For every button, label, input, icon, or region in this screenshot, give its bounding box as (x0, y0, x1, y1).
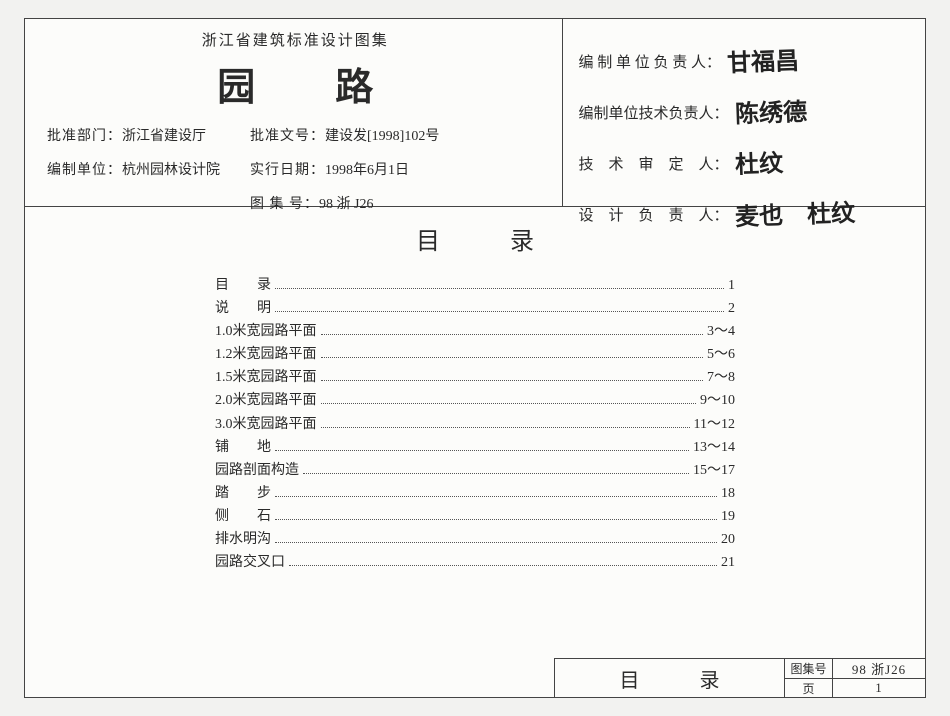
toc-row: 1.2米宽园路平面 5～6 (215, 343, 735, 366)
toc-leader-dots (275, 510, 717, 520)
toc-row: 3.0米宽园路平面 11～12 (215, 413, 735, 436)
main-title: 园路 (47, 56, 544, 111)
signature: 甘福昌 (726, 41, 799, 78)
toc-item-page: 13～14 (693, 436, 735, 459)
toc-item-name: 1.0米宽园路平面 (215, 320, 317, 343)
toc-item-page: 19 (721, 505, 735, 528)
toc-row: 园路交叉口 21 (215, 551, 735, 574)
footer-strip: 目录 图集号 98 浙J26 页 1 (554, 658, 926, 698)
meta-col-right: 批准文号：建设发[1998]102号 实行日期：1998年6月1日 图 集 号：… (250, 125, 439, 213)
toc-row: 2.0米宽园路平面 9～10 (215, 389, 735, 412)
toc-list: 目 录1说 明21.0米宽园路平面3～41.2米宽园路平面5～61.5米宽园路平… (215, 274, 735, 574)
footer-page-row: 页 1 (785, 678, 925, 697)
title-block-left: 浙江省建筑标准设计图集 园路 批准部门：浙江省建设厅 编制单位：杭州园林设计院 … (25, 19, 563, 206)
drawing-sheet: 浙江省建筑标准设计图集 园路 批准部门：浙江省建设厅 编制单位：杭州园林设计院 … (24, 18, 926, 698)
toc-leader-dots (321, 418, 690, 428)
toc-leader-dots (275, 533, 717, 543)
toc-row: 侧 石 19 (215, 505, 735, 528)
toc-item-page: 1 (728, 274, 735, 297)
meta-label: 批准文号： (250, 129, 325, 144)
toc-item-page: 2 (728, 297, 735, 320)
toc-leader-dots (275, 302, 724, 312)
toc-item-name: 2.0米宽园路平面 (215, 389, 317, 412)
toc-row: 1.5米宽园路平面 7～8 (215, 366, 735, 389)
toc-leader-dots (275, 441, 689, 451)
header-row: 浙江省建筑标准设计图集 园路 批准部门：浙江省建设厅 编制单位：杭州园林设计院 … (25, 19, 925, 207)
sign-label: 技 术 审 定 人： (579, 153, 729, 174)
meta-label: 实行日期： (250, 163, 325, 178)
toc-leader-dots (321, 372, 704, 382)
meta-value: 1998年6月1日 (325, 163, 409, 178)
toc-item-page: 5～6 (707, 343, 735, 366)
toc-leader-dots (321, 348, 704, 358)
toc-item-page: 9～10 (700, 389, 735, 412)
footer-title: 目录 (555, 659, 785, 697)
sign-row-unit-head: 编 制 单 位 负 责 人： 甘福昌 (579, 39, 919, 74)
meta-grid: 批准部门：浙江省建设厅 编制单位：杭州园林设计院 批准文号：建设发[1998]1… (47, 125, 544, 213)
toc-item-name: 3.0米宽园路平面 (215, 413, 317, 436)
toc-item-name: 1.5米宽园路平面 (215, 366, 317, 389)
toc-leader-dots (275, 487, 717, 497)
toc-item-page: 15～17 (693, 459, 735, 482)
toc-item-name: 园路交叉口 (215, 551, 285, 574)
meta-effective: 实行日期：1998年6月1日 (250, 159, 439, 179)
toc-item-name: 说 明 (215, 297, 271, 320)
toc-row: 排水明沟 20 (215, 528, 735, 551)
toc-row: 目 录 1 (215, 274, 735, 297)
footer-atlas-row: 图集号 98 浙J26 (785, 659, 925, 678)
meta-value: 杭州园林设计院 (122, 163, 220, 178)
meta-label: 编制单位： (47, 163, 122, 178)
toc-heading: 目录 (95, 221, 855, 256)
meta-value: 建设发[1998]102号 (325, 129, 439, 144)
toc-leader-dots (321, 325, 704, 335)
sign-row-reviewer: 技 术 审 定 人： 杜纹 (579, 141, 919, 176)
footer-page-label: 页 (785, 679, 833, 697)
sign-label: 编制单位技术负责人： (579, 102, 729, 123)
collection-title: 浙江省建筑标准设计图集 (47, 29, 544, 50)
footer-atlas-label: 图集号 (785, 659, 833, 678)
meta-value: 浙江省建设厅 (122, 129, 206, 144)
signature: 杜纹 (734, 143, 783, 180)
toc-item-page: 7～8 (707, 366, 735, 389)
toc-row: 踏 步 18 (215, 482, 735, 505)
title-block-right: 编 制 单 位 负 责 人： 甘福昌 编制单位技术负责人： 陈绣德 技 术 审 … (563, 19, 925, 206)
meta-approval-dept: 批准部门：浙江省建设厅 (47, 125, 220, 145)
toc-item-name: 踏 步 (215, 482, 271, 505)
footer-atlas-value: 98 浙J26 (833, 659, 925, 678)
meta-compiler: 编制单位：杭州园林设计院 (47, 159, 220, 179)
toc-item-name: 1.2米宽园路平面 (215, 343, 317, 366)
footer-stack: 图集号 98 浙J26 页 1 (785, 659, 925, 697)
sign-label: 编 制 单 位 负 责 人： (579, 51, 722, 72)
toc-leader-dots (289, 556, 717, 566)
footer-page-value: 1 (833, 679, 925, 697)
meta-label: 批准部门： (47, 129, 122, 144)
toc-leader-dots (275, 279, 724, 289)
toc-item-name: 目 录 (215, 274, 271, 297)
toc-leader-dots (321, 395, 697, 405)
toc-item-name: 铺 地 (215, 436, 271, 459)
body-area: 目录 目 录1说 明21.0米宽园路平面3～41.2米宽园路平面5～61.5米宽… (25, 207, 925, 697)
toc-row: 园路剖面构造 15～17 (215, 459, 735, 482)
toc-item-page: 18 (721, 482, 735, 505)
toc-item-page: 20 (721, 528, 735, 551)
signature: 陈绣德 (734, 92, 807, 129)
toc-row: 1.0米宽园路平面 3～4 (215, 320, 735, 343)
toc-item-name: 排水明沟 (215, 528, 271, 551)
toc-leader-dots (303, 464, 689, 474)
toc-item-name: 园路剖面构造 (215, 459, 299, 482)
toc-item-name: 侧 石 (215, 505, 271, 528)
toc-row: 说 明 2 (215, 297, 735, 320)
meta-doc-no: 批准文号：建设发[1998]102号 (250, 125, 439, 145)
toc-item-page: 3～4 (707, 320, 735, 343)
sign-row-tech-head: 编制单位技术负责人： 陈绣德 (579, 90, 919, 125)
toc-row: 铺 地 13～14 (215, 436, 735, 459)
toc-item-page: 21 (721, 551, 735, 574)
toc-item-page: 11～12 (694, 413, 735, 436)
meta-col-left: 批准部门：浙江省建设厅 编制单位：杭州园林设计院 (47, 125, 220, 213)
